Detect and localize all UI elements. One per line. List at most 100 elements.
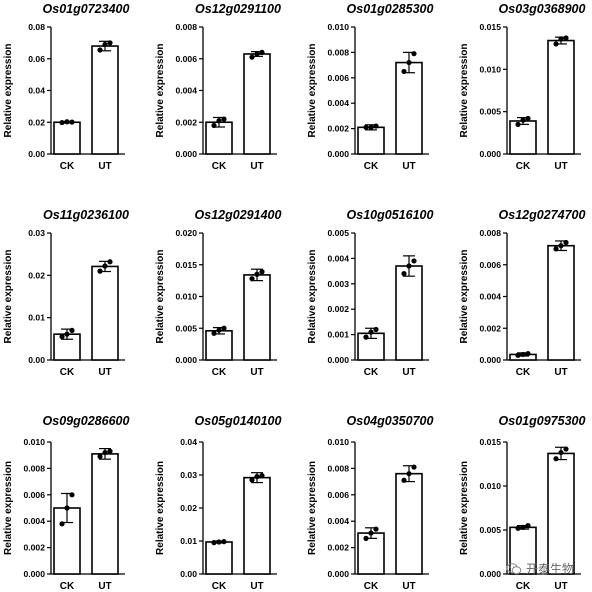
y-tick-label: 0.02 xyxy=(28,270,45,280)
data-point xyxy=(102,41,108,48)
data-point xyxy=(401,477,407,483)
bar-ck xyxy=(205,541,233,575)
x-category-label: CK xyxy=(516,367,531,378)
x-category-label: CK xyxy=(60,161,75,172)
chart-panel: Os10g0516100 Relative expression 0.000 0.00… xyxy=(304,206,454,386)
data-point xyxy=(406,263,412,269)
data-point xyxy=(401,68,407,75)
chart-svg: Os03g0368900 Relative expression 0.000 0.00… xyxy=(459,2,585,172)
x-category-label: UT xyxy=(250,367,263,378)
x-category-label: CK xyxy=(60,367,75,378)
bar-ut xyxy=(91,45,119,155)
y-tick-label: 0.000 xyxy=(327,355,349,365)
data-point xyxy=(97,268,103,274)
chart-title: Os09g0286600 xyxy=(43,414,130,428)
data-point xyxy=(249,477,255,483)
y-tick-label: 0.002 xyxy=(327,543,349,553)
data-point xyxy=(107,448,113,454)
y-tick-label: 0.004 xyxy=(327,516,349,526)
chart-svg: Os11g0236100 Relative expression 0.00 0.01 0… xyxy=(3,208,129,378)
y-tick-label: 0.03 xyxy=(28,228,45,238)
x-category-label: UT xyxy=(402,161,415,172)
y-tick-label: 0.015 xyxy=(479,22,501,32)
y-tick-label: 0.004 xyxy=(23,516,45,526)
data-point xyxy=(553,246,559,252)
y-tick-label: 0.015 xyxy=(479,437,501,447)
y-tick-label: 0.004 xyxy=(327,98,349,108)
chart-svg: Os04g0350700 Relative expression 0.000 0.00… xyxy=(307,414,433,592)
chart-title: Os12g0291100 xyxy=(195,2,281,16)
bar-ck xyxy=(509,120,537,155)
data-point xyxy=(363,124,369,130)
data-point xyxy=(411,464,417,470)
y-tick-label: 0.015 xyxy=(175,260,197,270)
data-point xyxy=(515,352,521,358)
y-tick-label: 0.000 xyxy=(327,149,349,159)
y-tick-label: 0.000 xyxy=(479,355,501,365)
y-tick-label: 0.000 xyxy=(175,355,197,365)
y-tick-label: 0.004 xyxy=(175,86,197,96)
x-category-label: UT xyxy=(554,161,567,172)
data-point xyxy=(102,263,108,269)
y-axis-label: Relative expression xyxy=(307,461,318,555)
y-tick-label: 0.04 xyxy=(28,86,45,96)
x-category-label: UT xyxy=(98,161,111,172)
data-point xyxy=(515,525,521,531)
y-tick-label: 0.006 xyxy=(327,73,349,83)
data-point xyxy=(97,47,103,53)
y-tick-label: 0.002 xyxy=(327,124,349,134)
data-point xyxy=(59,521,65,527)
y-axis-label: Relative expression xyxy=(3,44,14,138)
y-tick-label: 0.005 xyxy=(479,107,501,117)
y-tick-label: 0.02 xyxy=(28,117,45,127)
data-point xyxy=(411,258,417,264)
y-tick-label: 0.002 xyxy=(327,304,349,314)
y-tick-label: 0.002 xyxy=(23,543,45,553)
data-point xyxy=(558,243,564,249)
chart-panel: Os01g0723400 Relative expression 0.00 0.02 0… xyxy=(0,0,150,180)
data-point xyxy=(406,471,412,477)
y-tick-label: 0.008 xyxy=(479,228,501,238)
data-point xyxy=(520,524,526,530)
data-point xyxy=(563,35,569,41)
y-tick-label: 0.06 xyxy=(28,54,45,64)
y-axis-label: Relative expression xyxy=(155,250,166,344)
data-point xyxy=(254,271,260,277)
data-point xyxy=(411,51,417,57)
y-axis-label: Relative expression xyxy=(3,461,14,555)
x-category-label: CK xyxy=(212,161,227,172)
y-tick-label: 0.02 xyxy=(180,503,197,513)
x-category-label: UT xyxy=(402,367,415,378)
y-tick-label: 0.00 xyxy=(28,149,45,159)
data-point xyxy=(249,276,255,282)
chart-svg: Os05g0140100 Relative expression 0.00 0.01 0… xyxy=(155,414,281,592)
chart-panel: Os12g0291400 Relative expression 0.000 0.00… xyxy=(152,206,302,386)
data-point xyxy=(102,449,108,456)
chart-panel: Os04g0350700 Relative expression 0.000 0.00… xyxy=(304,412,454,592)
data-point xyxy=(97,453,103,460)
y-tick-label: 0.000 xyxy=(479,569,501,579)
bar-ut xyxy=(395,61,423,155)
y-tick-label: 0.008 xyxy=(23,463,45,473)
y-tick-label: 0.00 xyxy=(180,569,197,579)
data-point xyxy=(254,474,260,480)
chart-panel: Os03g0368900 Relative expression 0.000 0.00… xyxy=(456,0,592,180)
data-point xyxy=(553,456,559,462)
data-point xyxy=(363,535,369,541)
y-axis-label: Relative expression xyxy=(459,250,470,344)
y-axis-label: Relative expression xyxy=(155,44,166,138)
bar-ut xyxy=(547,244,575,361)
chart-svg: Os12g0291100 Relative expression 0.000 0.00… xyxy=(155,2,281,172)
x-category-label: UT xyxy=(98,367,111,378)
data-point xyxy=(254,51,260,57)
y-tick-label: 0.020 xyxy=(175,228,197,238)
chart-panel: Os12g0291100 Relative expression 0.000 0.00… xyxy=(152,0,302,180)
y-tick-label: 0.08 xyxy=(28,22,45,32)
y-tick-label: 0.04 xyxy=(180,437,197,447)
bar-ut xyxy=(243,274,271,361)
bar-ut xyxy=(243,53,271,155)
y-tick-label: 0.010 xyxy=(327,22,349,32)
y-tick-label: 0.00 xyxy=(28,355,45,365)
chart-title: Os12g0291400 xyxy=(195,208,282,222)
chart-title: Os01g0975300 xyxy=(499,414,586,428)
